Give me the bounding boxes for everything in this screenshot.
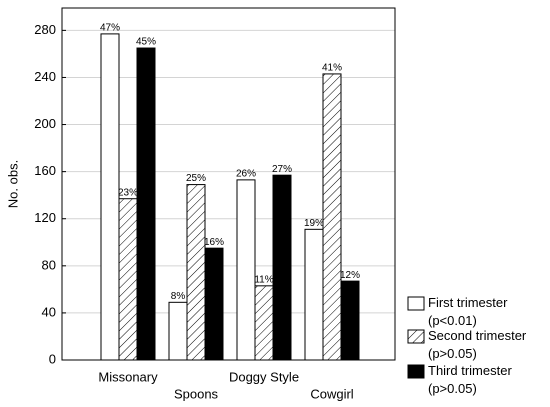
bar — [322, 73, 342, 361]
x-tick-label: Doggy Style — [229, 369, 299, 384]
bar — [304, 228, 324, 361]
legend-swatch — [407, 329, 425, 344]
value-label: 27% — [272, 164, 292, 175]
legend-swatch — [407, 296, 425, 311]
value-label: 41% — [322, 63, 342, 74]
y-tick-label: 200 — [34, 116, 56, 131]
bar — [254, 285, 274, 361]
value-label: 25% — [186, 173, 206, 184]
value-label: 12% — [340, 270, 360, 281]
legend-swatch — [407, 364, 425, 379]
y-tick-label: 80 — [42, 257, 56, 272]
y-tick-label: 40 — [42, 304, 56, 319]
y-tick-label: 120 — [34, 210, 56, 225]
legend-label: Third trimester (p>0.05) — [428, 363, 512, 396]
plot-frame — [61, 7, 396, 361]
value-label: 26% — [236, 169, 256, 180]
y-axis-label: No. obs. — [5, 160, 20, 208]
bar — [204, 247, 224, 361]
value-label: 23% — [118, 187, 138, 198]
value-label: 8% — [171, 291, 186, 302]
y-tick-label: 240 — [34, 69, 56, 84]
y-tick-label: 160 — [34, 163, 56, 178]
x-tick-label: Missonary — [98, 369, 158, 384]
y-tick-label: 0 — [49, 351, 56, 366]
bar — [272, 174, 292, 361]
legend-label: Second trimester (p>0.05) — [428, 328, 527, 361]
legend-label: First trimester (p<0.01) — [428, 295, 508, 328]
value-label: 11% — [254, 274, 273, 285]
value-label: 47% — [100, 23, 120, 34]
y-tick-label: 280 — [34, 22, 56, 37]
bar — [168, 301, 188, 361]
bar — [118, 198, 138, 361]
bar — [340, 280, 360, 361]
value-label: 16% — [204, 237, 224, 248]
value-label: 19% — [304, 218, 324, 229]
bar — [186, 184, 206, 361]
bar — [136, 47, 156, 361]
x-tick-label: Spoons — [174, 386, 219, 401]
bar — [236, 179, 256, 361]
value-label: 45% — [136, 37, 156, 48]
x-tick-label: Cowgirl — [310, 386, 353, 401]
bar — [100, 33, 120, 361]
